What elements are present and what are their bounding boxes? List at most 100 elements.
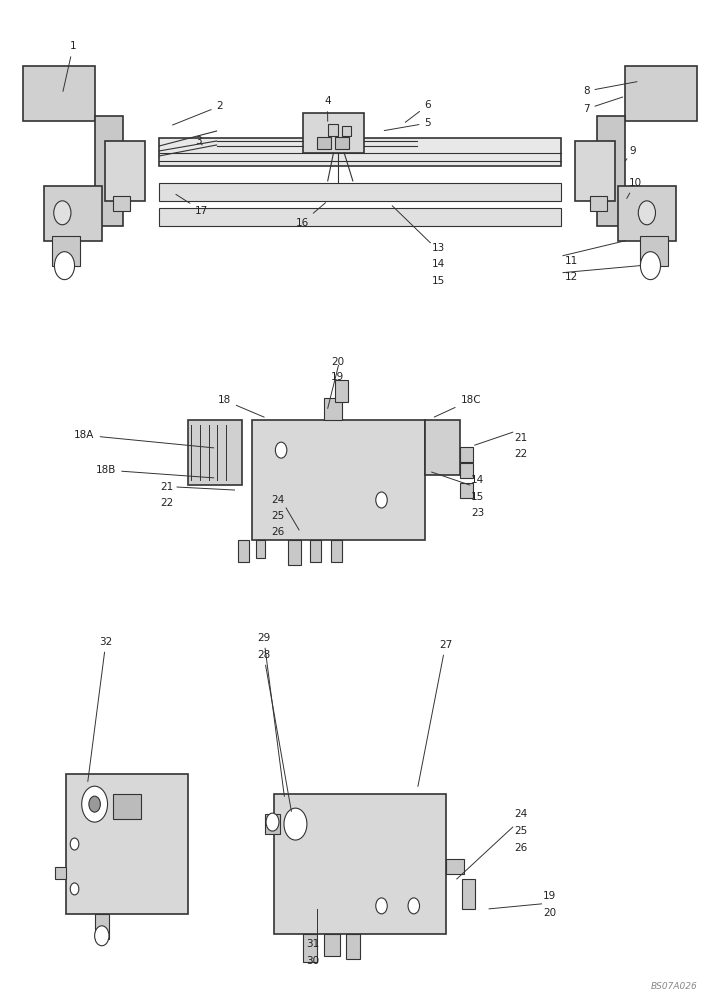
Bar bbox=[639, 236, 668, 266]
Bar bbox=[188, 420, 242, 485]
Text: 5: 5 bbox=[384, 118, 431, 131]
Circle shape bbox=[266, 813, 279, 831]
Bar bbox=[256, 540, 265, 558]
Bar bbox=[626, 66, 697, 121]
Text: 18: 18 bbox=[217, 395, 264, 417]
Text: 3: 3 bbox=[195, 136, 202, 146]
Bar bbox=[324, 934, 340, 956]
Bar bbox=[597, 116, 626, 226]
Bar bbox=[159, 208, 561, 226]
Bar bbox=[346, 934, 360, 959]
Text: 11: 11 bbox=[564, 256, 577, 266]
Text: 18A: 18A bbox=[74, 430, 214, 448]
Circle shape bbox=[71, 883, 79, 895]
Text: 8: 8 bbox=[583, 82, 637, 96]
Text: 29: 29 bbox=[257, 633, 284, 796]
Circle shape bbox=[639, 201, 655, 225]
Bar bbox=[112, 196, 130, 211]
Text: 15: 15 bbox=[432, 276, 445, 286]
Text: 32: 32 bbox=[88, 637, 112, 781]
Text: 31: 31 bbox=[306, 939, 320, 949]
Text: 22: 22 bbox=[161, 498, 174, 508]
Bar bbox=[45, 186, 102, 241]
Bar bbox=[23, 66, 94, 121]
Bar bbox=[266, 814, 279, 834]
Text: 19: 19 bbox=[543, 891, 556, 901]
Bar bbox=[618, 186, 675, 241]
Text: 21: 21 bbox=[161, 482, 174, 492]
Bar bbox=[52, 236, 81, 266]
Text: 18B: 18B bbox=[96, 465, 214, 478]
Circle shape bbox=[275, 442, 287, 458]
Circle shape bbox=[55, 252, 75, 280]
Bar bbox=[462, 879, 474, 909]
Bar bbox=[94, 116, 123, 226]
Text: 22: 22 bbox=[514, 449, 528, 459]
Bar bbox=[575, 141, 615, 201]
Bar bbox=[460, 483, 473, 498]
Text: 12: 12 bbox=[564, 272, 577, 282]
Bar bbox=[274, 794, 446, 934]
Bar bbox=[317, 137, 331, 149]
Text: 24: 24 bbox=[271, 495, 284, 505]
Text: 1: 1 bbox=[63, 41, 76, 91]
Text: 2: 2 bbox=[173, 101, 223, 125]
Text: 17: 17 bbox=[176, 194, 208, 216]
Bar bbox=[238, 540, 249, 562]
Circle shape bbox=[284, 808, 307, 840]
Text: 20: 20 bbox=[543, 908, 556, 918]
Bar bbox=[302, 113, 364, 153]
Text: 27: 27 bbox=[418, 640, 452, 786]
Text: 10: 10 bbox=[626, 178, 642, 198]
Text: 25: 25 bbox=[271, 511, 284, 521]
Bar bbox=[159, 138, 561, 166]
Bar bbox=[335, 137, 349, 149]
Text: 7: 7 bbox=[583, 97, 623, 114]
Text: 13: 13 bbox=[432, 243, 445, 253]
Circle shape bbox=[408, 898, 420, 914]
Bar bbox=[105, 141, 145, 201]
Circle shape bbox=[71, 838, 79, 850]
Bar bbox=[335, 380, 348, 402]
Bar bbox=[94, 914, 109, 939]
Text: 9: 9 bbox=[626, 146, 636, 161]
Text: 25: 25 bbox=[514, 826, 528, 836]
Text: 20: 20 bbox=[331, 357, 344, 367]
Bar bbox=[331, 540, 342, 562]
Circle shape bbox=[94, 926, 109, 946]
Text: 14: 14 bbox=[471, 475, 485, 485]
Bar bbox=[324, 398, 342, 420]
Circle shape bbox=[376, 492, 387, 508]
Text: 4: 4 bbox=[324, 96, 330, 121]
Text: 26: 26 bbox=[271, 527, 284, 537]
Text: BS07A026: BS07A026 bbox=[650, 982, 697, 991]
Circle shape bbox=[81, 786, 107, 822]
Bar bbox=[253, 420, 425, 540]
Bar bbox=[112, 794, 141, 819]
Text: 26: 26 bbox=[514, 843, 528, 853]
Bar bbox=[342, 126, 351, 136]
Bar bbox=[55, 867, 66, 879]
Text: 28: 28 bbox=[257, 650, 292, 811]
Circle shape bbox=[54, 201, 71, 225]
Text: 21: 21 bbox=[514, 433, 528, 443]
Circle shape bbox=[376, 898, 387, 914]
Circle shape bbox=[89, 796, 100, 812]
Text: 24: 24 bbox=[514, 809, 528, 819]
Bar bbox=[302, 934, 317, 962]
Text: 15: 15 bbox=[471, 492, 485, 502]
Text: 19: 19 bbox=[331, 372, 345, 382]
Text: 30: 30 bbox=[306, 956, 320, 966]
Text: 6: 6 bbox=[405, 100, 431, 122]
Text: 16: 16 bbox=[295, 203, 325, 228]
Bar bbox=[310, 540, 320, 562]
Bar bbox=[159, 183, 561, 201]
Text: 14: 14 bbox=[432, 259, 445, 269]
Bar bbox=[66, 774, 188, 914]
Bar bbox=[446, 859, 464, 874]
Circle shape bbox=[640, 252, 660, 280]
Bar bbox=[460, 447, 473, 462]
Text: 18C: 18C bbox=[434, 395, 481, 417]
Bar bbox=[288, 540, 301, 565]
Bar bbox=[590, 196, 608, 211]
